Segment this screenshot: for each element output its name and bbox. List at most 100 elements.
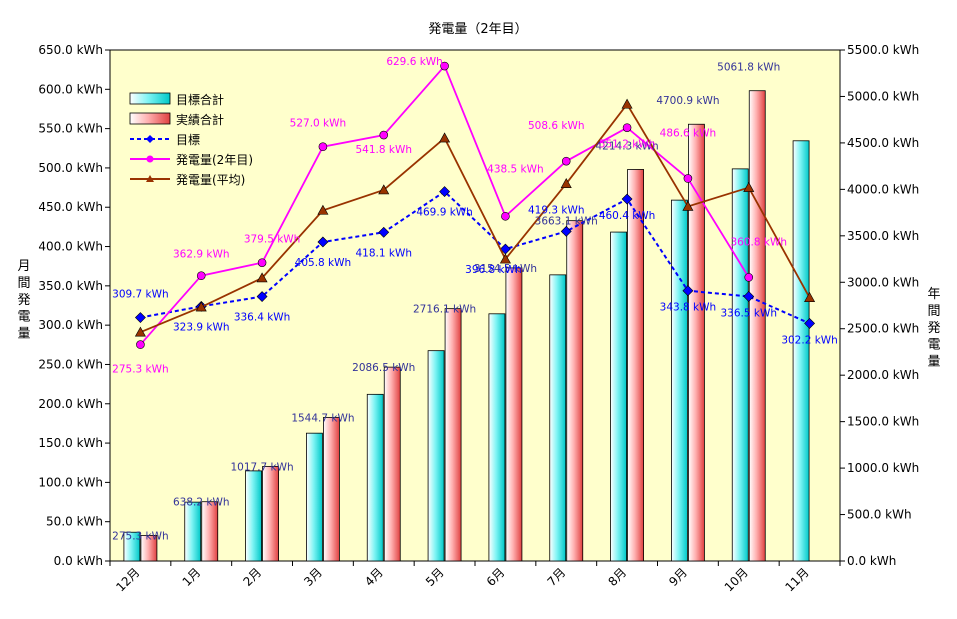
lines	[134, 61, 816, 349]
bar-actual-total	[323, 417, 340, 562]
bar-actual-total	[201, 501, 219, 562]
series-point	[196, 271, 206, 281]
y-left-tick-label: 250.0 kWh	[38, 357, 103, 371]
line-data-label: 551.2 kWh	[599, 139, 656, 151]
legend-label: 発電量(2年目)	[176, 153, 253, 167]
y-left-tick-label: 0.0 kWh	[54, 554, 103, 568]
x-tick-label: 6月	[484, 565, 508, 589]
bar-data-label: 638.2 kWh	[173, 497, 230, 509]
line-data-label: 275.3 kWh	[112, 364, 169, 376]
bar-actual-total	[627, 169, 644, 562]
y-left-tick-label: 450.0 kWh	[38, 200, 103, 214]
series-point	[440, 61, 449, 71]
y-right-tick-label: 1000.0 kWh	[847, 461, 919, 475]
series-point	[257, 258, 267, 267]
series-point	[378, 184, 390, 195]
y-left-tick-label: 300.0 kWh	[38, 318, 103, 332]
series-point	[621, 98, 633, 109]
series-point	[561, 156, 571, 166]
y-left-tick-label: 650.0 kWh	[38, 43, 103, 57]
legend-label: 発電量(平均)	[176, 173, 245, 187]
line-data-label: 362.9 kWh	[173, 249, 230, 261]
bar-target-total	[488, 313, 506, 562]
y-right-tick-label: 3000.0 kWh	[847, 275, 919, 289]
y-right-tick-label: 5500.0 kWh	[847, 43, 919, 57]
bar-data-label: 4700.9 kWh	[656, 95, 719, 107]
bar-actual-total	[383, 366, 401, 562]
right-axis-ticks: 0.0 kWh 500.0 kWh 1000.0 kWh 1500.0 kWh 2000…	[840, 43, 919, 568]
y-right-tick-label: 5000.0 kWh	[847, 89, 919, 103]
bar-actual-total	[566, 220, 584, 562]
line-data-label: 336.4 kWh	[234, 312, 291, 324]
series-point	[683, 174, 693, 183]
y-left-tick-label: 200.0 kWh	[38, 397, 103, 411]
series-point	[136, 340, 145, 349]
x-axis-ticks: 12月 1月 2月 3月 4月 5月 6月 7月 8月 9月 10月 11月	[109, 561, 841, 594]
bar-target-total	[671, 199, 688, 562]
line-data-label: 405.8 kWh	[295, 257, 352, 269]
y-left-tick-label: 100.0 kWh	[38, 475, 103, 489]
series-point	[560, 178, 572, 188]
bar-data-label: 1017.7 kWh	[230, 461, 293, 473]
line-data-label: 438.5 kWh	[487, 163, 544, 175]
x-tick-label: 9月	[666, 565, 690, 589]
series-point	[317, 236, 329, 248]
y-left-tick-label: 50.0 kWh	[46, 515, 103, 529]
series-point	[682, 285, 694, 297]
series-line	[140, 102, 811, 334]
bar-target-total	[123, 531, 141, 562]
bar-target-total	[427, 350, 445, 562]
series-point	[621, 193, 633, 205]
bar-target-total	[731, 168, 749, 562]
y-left-tick-label: 350.0 kWh	[38, 279, 103, 293]
series-point	[804, 318, 816, 329]
bar-actual-total	[688, 123, 705, 562]
y-right-tick-label: 4500.0 kWh	[847, 136, 919, 150]
series-point	[134, 326, 146, 337]
legend-swatch	[129, 92, 171, 105]
series-point	[804, 292, 816, 302]
series-point	[682, 200, 694, 211]
chart-title: 発電量（2年目）	[428, 22, 527, 37]
y-right-tick-label: 3500.0 kWh	[847, 229, 919, 243]
legend-marker	[146, 175, 154, 182]
bar-target-total	[792, 140, 810, 562]
line-labels: 309.7 kWh 323.9 kWh 336.4 kWh 405.8 kWh418.…	[112, 56, 838, 376]
y-right-tick-label: 2000.0 kWh	[847, 368, 919, 382]
line-data-label: 360.8 kWh	[730, 236, 787, 248]
x-tick-label: 11月	[783, 565, 812, 594]
bar-target-total	[610, 231, 627, 562]
bar-actual-total	[262, 466, 279, 562]
y-left-tick-label: 400.0 kWh	[38, 240, 103, 254]
series-point	[195, 301, 207, 312]
line-data-label: 336.5 kWh	[720, 307, 777, 319]
bar-actual-total	[505, 267, 523, 562]
bar-data-label: 275.3 kWh	[112, 530, 169, 542]
series-point	[743, 181, 755, 192]
bar-data-label: 3154.5 kWh	[474, 263, 537, 275]
legend-swatch	[129, 112, 171, 125]
bar-actual-total	[140, 535, 158, 562]
plot-area	[109, 49, 841, 562]
series-point	[622, 123, 632, 132]
bar-target-total	[245, 470, 262, 562]
y-right-tick-label: 4000.0 kWh	[847, 182, 919, 196]
bar-data-label: 3663.1 kWh	[535, 216, 598, 228]
line-data-label: 527.0 kWh	[290, 118, 347, 130]
legend-label: 目標合計	[176, 92, 224, 107]
y-left-tick-label: 500.0 kWh	[38, 161, 103, 175]
x-tick-label: 5月	[423, 565, 447, 589]
bars	[123, 90, 810, 562]
series-point	[318, 142, 328, 151]
line-data-label: 323.9 kWh	[173, 321, 230, 333]
y-right-tick-label: 1500.0 kWh	[847, 415, 919, 429]
line-data-label: 419.3 kWh	[528, 204, 585, 216]
series-point	[499, 253, 511, 264]
line-data-label: 460.4 kWh	[599, 210, 656, 222]
bar-target-total	[184, 501, 202, 562]
legend-marker	[146, 155, 154, 163]
x-tick-label: 3月	[301, 565, 325, 589]
series-point	[317, 204, 329, 215]
